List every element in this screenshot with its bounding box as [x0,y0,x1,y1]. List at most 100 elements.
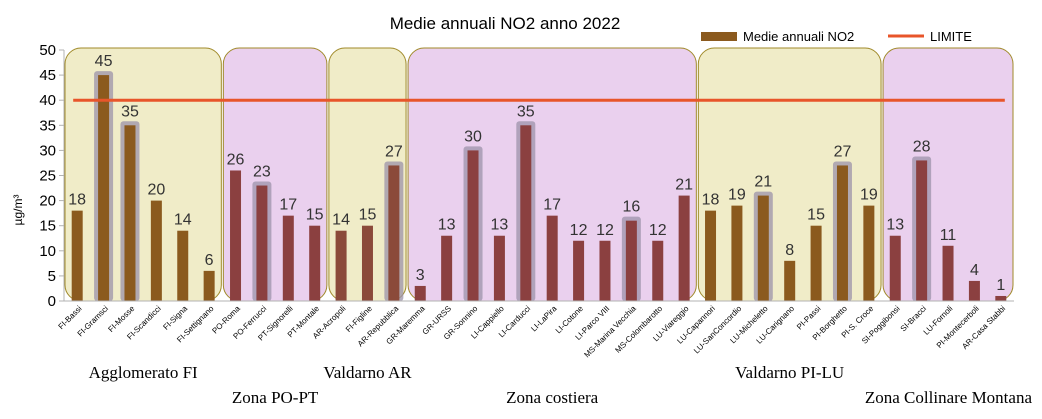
bar [71,210,83,301]
y-tick-label: 50 [39,42,56,59]
bar [177,230,189,301]
y-tick-label: 30 [39,142,56,159]
bar [599,240,611,301]
bar-value-label: 3 [416,267,425,284]
zone-label: Zona costiera [506,388,598,407]
bar [493,235,505,301]
bar [625,220,637,301]
legend-swatch-bars [701,32,737,41]
y-tick-label: 25 [39,168,56,185]
bar-value-label: 8 [785,242,794,259]
bar [942,245,954,301]
bar-value-label: 4 [970,262,979,279]
bar [731,205,743,301]
zone-background-1 [64,47,222,302]
bar [388,165,400,301]
y-tick-label: 40 [39,92,56,109]
bar-value-label: 23 [253,164,271,181]
bar [705,210,717,301]
bar-value-label: 20 [147,182,165,199]
bar-value-label: 16 [622,199,640,216]
zone-label: Zona Collinare Montana [865,388,1033,407]
bar [836,165,848,301]
bar [150,200,162,301]
x-tick-label: LU-SanConcordio [692,304,744,356]
zone-label: Valdarno AR [323,363,412,382]
bar-value-label: 14 [332,212,350,229]
bar-value-label: 13 [438,217,456,234]
bar [230,170,242,301]
bar-value-label: 30 [464,128,482,145]
y-tick-label: 45 [39,67,56,84]
y-tick-label: 15 [39,218,56,235]
bar-value-label: 27 [385,143,403,160]
bar [810,225,822,301]
y-axis-ticks: 0 5 10 15 20 25 30 35 40 45 50 [39,42,64,310]
bar [916,160,928,301]
bar-value-label: 6 [205,252,214,269]
bar-value-label: 26 [227,151,245,168]
bar-value-label: 35 [121,103,139,120]
bar-value-label: 11 [940,227,957,244]
bar [757,195,769,301]
chart-title: Medie annuali NO2 anno 2022 [390,14,621,33]
legend-label-limit: LIMITE [930,29,972,44]
bar [282,215,294,301]
bar-value-label: 35 [517,103,535,120]
bar-value-label: 15 [807,207,825,224]
legend: Medie annuali NO2 LIMITE [701,29,972,44]
bar-value-label: 27 [834,143,852,160]
y-tick-label: 35 [39,117,56,134]
bar-value-label: 28 [913,138,931,155]
bar-value-label: 19 [860,187,878,204]
x-axis-labels: FI-BassiFI-GramsciFI-MosseFI-ScandicciFI… [56,304,1007,360]
bar [995,295,1007,301]
y-tick-label: 5 [48,268,56,285]
zone-label: Valdarno PI-LU [735,363,844,382]
bar [124,125,136,301]
bar [968,280,980,301]
bar-value-label: 17 [543,197,561,214]
bar-value-label: 19 [728,187,746,204]
bar [573,240,585,301]
bar-value-label: 21 [675,177,693,194]
bar [889,235,901,301]
y-tick-label: 20 [39,193,56,210]
bar-value-label: 12 [649,222,667,239]
bar [203,270,215,301]
bar [335,230,347,301]
y-tick-label: 10 [39,243,56,260]
bar [98,75,110,301]
bar [784,260,796,301]
bar-value-label: 21 [754,174,772,191]
bar [652,240,664,301]
bar [520,125,532,301]
bar-value-label: 18 [702,192,720,209]
y-tick-label: 0 [48,293,56,310]
zone-label: Agglomerato FI [89,363,198,382]
bar [863,205,875,301]
y-axis-label: µg/m³ [11,195,25,226]
bar [467,150,479,301]
bar-value-label: 17 [279,197,297,214]
legend-label-bars: Medie annuali NO2 [743,29,854,44]
bar [256,185,268,301]
bar-value-label: 15 [306,207,324,224]
bar-value-label: 14 [174,212,192,229]
bar [441,235,453,301]
bar [361,225,373,301]
bar-value-label: 18 [68,192,86,209]
bar-value-label: 12 [570,222,588,239]
bar-value-label: 12 [596,222,614,239]
bar-value-label: 1 [996,277,1005,294]
x-tick-label: MS-Colombarotto [613,304,664,355]
bar [414,285,426,301]
bar [546,215,558,301]
bar-value-label: 45 [95,53,113,70]
zone-label: Zona PO-PT [232,388,319,407]
bar [309,225,321,301]
bar-value-label: 13 [886,217,904,234]
